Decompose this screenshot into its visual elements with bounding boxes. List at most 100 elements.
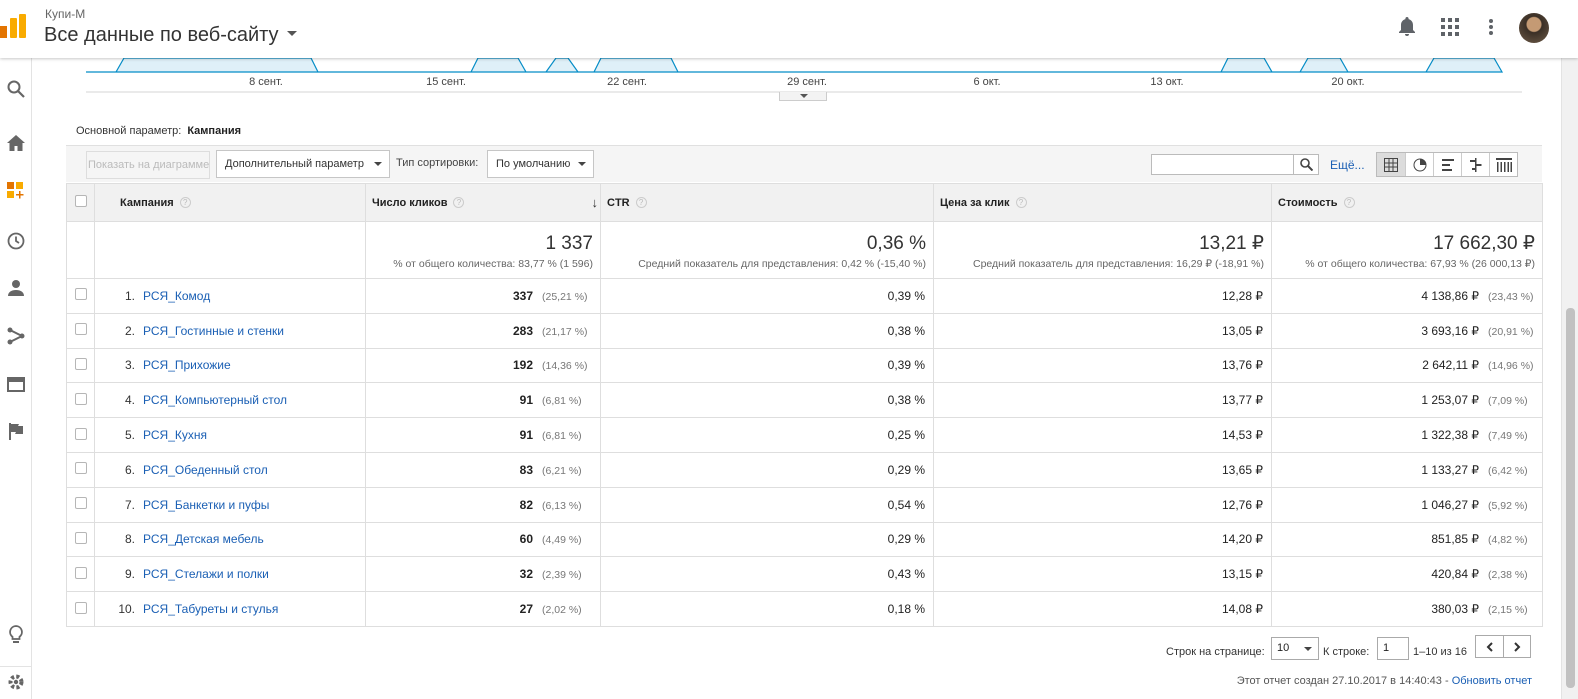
search-icon[interactable]	[4, 77, 28, 101]
row-index: 7.	[124, 497, 135, 512]
row-index: 9.	[124, 567, 135, 582]
page-scrollbar[interactable]	[1561, 58, 1578, 699]
cpc-cell: 13,77 ₽	[933, 382, 1272, 419]
cost-cell: 420,84 ₽ (2,38 %)	[1271, 556, 1543, 593]
help-icon[interactable]: ?	[635, 196, 647, 208]
column-header-clicks[interactable]: Число кликов? ↓	[365, 183, 601, 222]
clicks-cell: 91 (6,81 %)	[365, 417, 601, 453]
clicks-value: 91	[519, 393, 533, 408]
help-icon[interactable]: ?	[1343, 196, 1355, 208]
table-view-icon[interactable]	[1377, 153, 1405, 176]
view-switcher	[1376, 152, 1518, 177]
campaign-link[interactable]: РСЯ_Обеденный стол	[143, 462, 268, 477]
campaign-link[interactable]: РСЯ_Компьютерный стол	[143, 393, 288, 408]
x-axis-label: 22 сент.	[607, 76, 647, 88]
campaign-link[interactable]: РСЯ_Банкетки и пуфы	[143, 497, 270, 512]
campaign-cell: 3. РСЯ_Прихожие	[94, 347, 366, 384]
plot-rows-button[interactable]: Показать на диаграмме	[86, 151, 210, 179]
table-search-input[interactable]	[1151, 154, 1294, 175]
column-header-campaign[interactable]: Кампания?	[94, 183, 366, 222]
secondary-dimension-dropdown[interactable]: Дополнительный параметр	[216, 150, 390, 178]
row-checkbox-cell	[66, 521, 95, 558]
row-checkbox[interactable]	[74, 392, 87, 405]
comparison-view-icon[interactable]	[1461, 153, 1489, 176]
help-icon[interactable]: ?	[1015, 196, 1027, 208]
campaign-link[interactable]: РСЯ_Прихожие	[143, 358, 231, 373]
go-to-row-input[interactable]: 1	[1377, 637, 1409, 660]
pie-view-icon[interactable]	[1405, 153, 1433, 176]
row-checkbox[interactable]	[74, 531, 87, 544]
row-checkbox[interactable]	[74, 497, 87, 510]
graph-resize-handle[interactable]	[779, 92, 827, 101]
clicks-cell: 337 (25,21 %)	[365, 278, 601, 314]
row-index: 4.	[124, 393, 135, 408]
row-range: 1–10 из 16	[1413, 646, 1468, 658]
realtime-clock-icon[interactable]	[4, 229, 28, 253]
table-row: 10. РСЯ_Табуреты и стулья 27 (2,02 %) 0,18 %…	[66, 591, 1543, 627]
row-index: 2.	[124, 323, 135, 338]
more-vert-icon[interactable]	[1479, 15, 1503, 39]
avatar[interactable]	[1519, 13, 1549, 43]
row-checkbox[interactable]	[74, 427, 87, 440]
campaign-link[interactable]: РСЯ_Гостинные и стенки	[143, 323, 284, 338]
row-index: 1.	[124, 288, 135, 303]
pivot-view-icon[interactable]	[1489, 153, 1517, 176]
performance-view-icon[interactable]	[1433, 153, 1461, 176]
help-icon[interactable]: ?	[453, 196, 465, 208]
next-page-button[interactable]	[1503, 636, 1530, 657]
discover-bulb-icon[interactable]	[4, 622, 28, 646]
table-row: 2. РСЯ_Гостинные и стенки 283 (21,17 %) 0,38…	[66, 312, 1543, 349]
customization-icon[interactable]	[4, 179, 28, 203]
table-header-row: Кампания? Число кликов? ↓ CTR? Цена за кл…	[66, 183, 1543, 222]
home-icon[interactable]	[4, 131, 28, 155]
row-index: 6.	[124, 462, 135, 477]
clicks-percent: (14,36 %)	[542, 360, 588, 373]
settings-gear-icon[interactable]	[4, 670, 28, 694]
column-header-cost[interactable]: Стоимость?	[1271, 183, 1543, 222]
rows-per-page-select[interactable]: 10	[1271, 637, 1319, 660]
row-checkbox[interactable]	[74, 601, 87, 614]
cost-cell: 380,03 ₽ (2,15 %)	[1271, 591, 1543, 627]
campaign-link[interactable]: РСЯ_Стелажи и полки	[143, 567, 269, 582]
column-header-cpc[interactable]: Цена за клик?	[933, 183, 1272, 222]
primary-dimension-value[interactable]: Кампания	[187, 125, 242, 137]
campaign-link[interactable]: РСЯ_Детская мебель	[143, 532, 264, 547]
behavior-icon[interactable]	[4, 372, 28, 396]
sort-arrow-down-icon[interactable]: ↓	[591, 195, 599, 210]
row-checkbox-cell	[66, 382, 95, 419]
advanced-filter-link[interactable]: Ещё...	[1330, 158, 1365, 172]
search-icon[interactable]	[1294, 154, 1319, 175]
row-checkbox-cell	[66, 591, 95, 627]
analytics-logo[interactable]	[0, 14, 26, 38]
row-checkbox[interactable]	[74, 288, 87, 301]
campaign-link[interactable]: РСЯ_Кухня	[143, 428, 207, 443]
scrollbar-thumb[interactable]	[1566, 308, 1575, 688]
campaign-link[interactable]: РСЯ_Табуреты и стулья	[143, 602, 279, 617]
cost-cell: 1 046,27 ₽ (5,92 %)	[1271, 486, 1543, 523]
cpc-cell: 13,05 ₽	[933, 312, 1272, 349]
column-header-ctr[interactable]: CTR?	[600, 183, 934, 222]
select-all-checkbox[interactable]	[74, 195, 87, 207]
row-checkbox[interactable]	[74, 323, 87, 336]
cost-value: 4 138,86 ₽	[1421, 288, 1479, 303]
row-checkbox[interactable]	[74, 462, 87, 475]
row-checkbox[interactable]	[74, 357, 87, 370]
apps-grid-icon[interactable]	[1438, 15, 1462, 39]
prev-page-button[interactable]	[1476, 636, 1503, 657]
audience-person-icon[interactable]	[4, 276, 28, 300]
clicks-value: 60	[519, 532, 533, 547]
sort-type-dropdown[interactable]: По умолчанию	[487, 150, 594, 178]
acquisition-icon[interactable]	[4, 324, 28, 348]
view-selector[interactable]: Все данные по веб-сайту	[44, 24, 297, 47]
cpc-cell: 14,20 ₽	[933, 521, 1272, 558]
conversions-flag-icon[interactable]	[4, 419, 28, 443]
campaign-link[interactable]: РСЯ_Комод	[143, 288, 211, 303]
select-all-cell	[66, 183, 95, 222]
table-row: 1. РСЯ_Комод 337 (25,21 %) 0,39 % 12,28 ₽4 13…	[66, 278, 1543, 314]
refresh-report-link[interactable]: Обновить отчет	[1451, 675, 1532, 687]
help-icon[interactable]: ?	[179, 196, 191, 208]
bell-icon[interactable]	[1395, 15, 1419, 39]
row-checkbox[interactable]	[74, 566, 87, 579]
clicks-value: 32	[519, 567, 533, 582]
report-content: 8 сент. 15 сент. 22 сент. 29 сент. 6 окт…	[66, 58, 1543, 699]
